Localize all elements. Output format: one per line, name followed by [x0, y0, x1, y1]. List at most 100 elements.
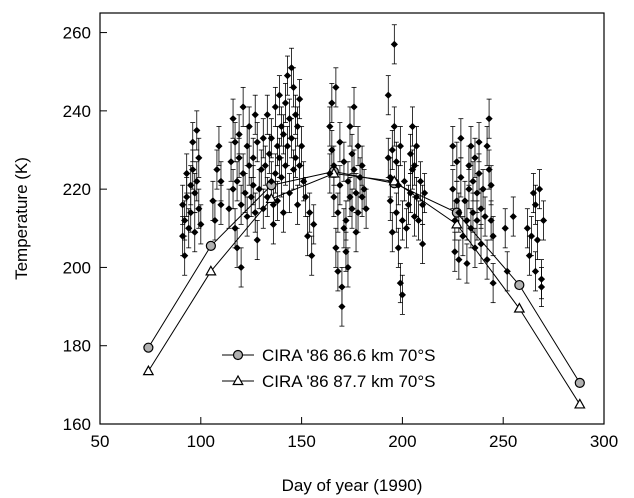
measurement-point [183, 193, 191, 201]
measurement-point [237, 263, 245, 272]
measurement-point [195, 205, 203, 213]
measurement-point [289, 165, 298, 174]
measurement-point [231, 224, 239, 232]
x-tick-label: 100 [187, 432, 215, 451]
measurement-point [384, 154, 392, 162]
measurement-point [269, 220, 277, 228]
measurement-point [273, 142, 282, 150]
measurement-point [279, 130, 288, 138]
measurement-point [485, 165, 493, 174]
measurement-point [239, 103, 247, 111]
legend-label: CIRA '86 87.7 km 70°S [262, 372, 436, 391]
x-tick-label: 300 [590, 432, 618, 451]
measurement-point [416, 177, 425, 185]
measurement-point [404, 201, 413, 209]
cira-86-6km-point [574, 377, 585, 388]
measurement-point [283, 142, 292, 150]
measurement-point [229, 185, 237, 193]
measurement-point [485, 115, 493, 123]
error-bars [180, 24, 547, 327]
measurement-point [330, 162, 338, 170]
measurement-point [344, 263, 352, 272]
measurement-point [281, 162, 290, 170]
measurement-point [358, 193, 366, 201]
measurement-point [261, 162, 269, 170]
measurement-point [263, 111, 271, 119]
measurement-point [346, 122, 354, 131]
measurement-point [453, 197, 461, 205]
measurement-point [271, 169, 279, 178]
measurement-point [451, 248, 459, 256]
measurement-point [241, 189, 249, 197]
measurement-point [473, 216, 481, 225]
cira-87-7km-point [205, 265, 217, 276]
legend-entry-cira-87-7: CIRA '86 87.7 km 70°S [222, 372, 436, 391]
measurement-point [531, 201, 540, 209]
measurement-point [463, 216, 471, 225]
measurement-point [457, 173, 465, 181]
measurement-point [217, 201, 225, 209]
plot-frame [99, 12, 605, 425]
measurement-point [249, 181, 257, 189]
measurement-point [465, 162, 473, 170]
y-tick-label: 200 [63, 258, 91, 277]
measurement-point [489, 232, 497, 240]
measurement-point [408, 122, 417, 131]
measurement-point [479, 185, 487, 193]
measurement-point [330, 193, 338, 201]
measurement-point [477, 240, 485, 248]
measurement-point [259, 134, 267, 142]
measurement-point [342, 216, 350, 225]
measurement-point [352, 189, 360, 197]
measurement-point [348, 205, 356, 213]
measurement-point [243, 212, 251, 221]
measurement-point [251, 209, 259, 217]
measurement-point [394, 244, 402, 252]
measurement-point [537, 283, 546, 291]
measurement-point [328, 146, 336, 154]
measurement-point [235, 130, 243, 138]
measurement-point [245, 122, 253, 131]
measurement-point [400, 177, 409, 185]
cira-86-6km-point [143, 342, 154, 353]
measurement-point [523, 224, 531, 232]
x-tick-label: 150 [287, 432, 315, 451]
measurement-point [418, 240, 427, 248]
measurement-point [291, 111, 300, 119]
measurement-point [487, 181, 495, 189]
x-tick-label: 250 [489, 432, 517, 451]
measurement-point [253, 236, 261, 244]
measurement-point [449, 142, 457, 150]
measurement-point [449, 185, 457, 193]
measurement-point [267, 177, 275, 185]
measurement-point [410, 162, 419, 170]
legend: CIRA '86 86.6 km 70°S CIRA '86 87.7 km 7… [222, 346, 436, 391]
measurement-point [285, 189, 294, 197]
measurement-point [392, 158, 400, 166]
measurement-point [461, 197, 469, 205]
data-markers [142, 40, 586, 409]
measurement-point [271, 103, 279, 111]
measurement-point [414, 216, 423, 225]
measurement-point [465, 185, 473, 193]
measurement-point [211, 216, 219, 225]
measurement-point [277, 122, 286, 131]
measurement-point [487, 216, 495, 225]
measurement-point [384, 91, 392, 99]
measurement-point [386, 173, 394, 181]
measurement-point [239, 169, 247, 178]
measurement-point [358, 162, 366, 170]
measurement-point [308, 252, 316, 260]
measurement-point [235, 154, 243, 162]
measurement-point [390, 40, 398, 48]
measurement-point [243, 142, 251, 150]
x-tick-label: 200 [388, 432, 416, 451]
measurement-point [473, 189, 481, 197]
measurement-point [287, 134, 296, 142]
measurement-point [181, 252, 189, 260]
measurement-point [189, 138, 197, 146]
measurement-point [183, 169, 191, 178]
measurement-point [457, 134, 465, 142]
y-axis: 160 180 200 220 240 260 [63, 24, 107, 434]
measurement-point [467, 142, 475, 150]
